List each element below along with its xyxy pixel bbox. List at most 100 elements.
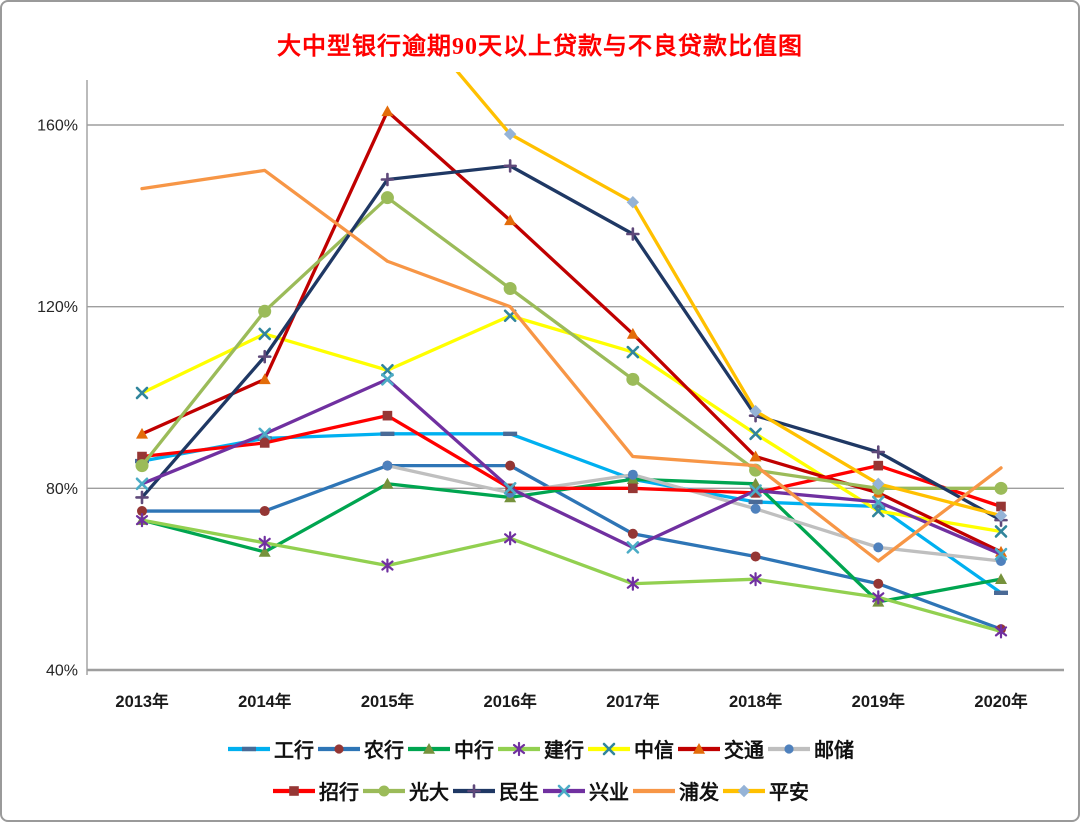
marker-x [602,742,616,755]
series-line-minsheng [140,164,1003,522]
legend-label-pingan: 平安 [769,782,809,804]
x-axis-tick-label: 2018年 [729,691,783,711]
marker-circle [994,481,1008,495]
x-axis-tick-label: 2014年 [238,691,292,711]
marker-circle [505,460,516,471]
marker-circle [626,372,640,386]
marker-triangle [749,450,762,462]
marker-circle [378,785,390,796]
marker-dash [871,504,886,509]
marker-x [871,495,885,509]
legend-swatch-psbc [768,743,810,754]
legend-swatch-spdb [633,788,675,793]
marker-diamond [872,477,885,490]
legend-label-cmb: 招行 [319,782,359,804]
x-axis-tick-label: 2016年 [484,691,538,711]
marker-x [749,484,762,497]
marker-circle [380,191,394,205]
marker-asterisk [872,592,885,603]
legend-label-cib: 兴业 [589,782,629,804]
marker-triangle [258,373,271,385]
legend-item-abc: 农行 [316,734,404,763]
y-axis-tick-label: 80% [46,481,78,498]
legend-label-bocom: 交通 [724,740,764,762]
marker-circle [382,460,393,471]
legend-item-spdb: 浦发 [631,776,719,805]
marker-square [382,410,393,421]
legend-item-bocom: 交通 [676,734,764,763]
marker-circle [135,459,149,473]
marker-circle [627,528,638,539]
marker-x [994,547,1008,561]
x-axis-tick-label: 2013年 [115,691,169,711]
marker-dash [994,590,1008,595]
legend-row-1: 工行 农行 中行 建行 中信 交通 邮储 [2,734,1078,763]
legend-swatch-ccb [498,741,540,756]
x-axis-tick-label: 2015年 [361,691,415,711]
marker-circle [784,743,794,754]
marker-x [503,482,517,495]
series-line-abc [140,463,1003,631]
y-axis-tick-label: 40% [46,663,78,680]
series-group [135,72,1008,639]
legend-item-psbc: 邮储 [766,734,854,763]
marker-x [381,363,394,377]
marker-triangle [258,545,271,557]
legend-item-ceb: 光大 [361,776,449,805]
marker-asterisk [749,574,762,585]
marker-square [996,501,1006,512]
marker-x [749,427,762,441]
x-axis-tick-label: 2017年 [606,691,660,711]
marker-dash [503,431,518,437]
marker-triangle [136,427,148,439]
legend-label-psbc: 邮储 [814,740,854,762]
legend-swatch-bocom [678,742,720,754]
marker-x [135,386,149,400]
marker-square [137,451,147,462]
marker-triangle [995,573,1007,584]
marker-diamond [626,196,640,209]
x-axis-tick-label: 2020年 [974,691,1028,711]
legend-label-abc: 农行 [364,740,404,762]
legend-item-minsheng: 民生 [451,776,539,805]
marker-square [750,488,761,498]
marker-asterisk [512,743,526,754]
series-line-cib [140,377,1003,556]
series-line-pingan [455,72,1003,518]
legend-label-ceb: 光大 [409,782,449,804]
legend-swatch-ceb [363,785,405,796]
series-spdb [140,168,1003,563]
marker-circle [137,506,147,517]
marker-square [289,785,299,796]
marker-dash [242,746,256,751]
legend-item-cmb: 招行 [271,776,359,805]
series-line-ccb [140,518,1003,634]
legend-swatch-minsheng [453,783,495,798]
legend-swatch-citic [588,742,630,755]
marker-circle [503,282,517,295]
marker-x [135,477,149,491]
marker-dash [380,431,395,437]
legend-swatch-abc [318,743,360,754]
marker-x [258,427,272,441]
marker-x [626,345,640,359]
legend-item-citic: 中信 [586,734,674,763]
marker-x [994,525,1008,538]
marker-diamond [749,404,762,418]
legend-label-minsheng: 民生 [499,782,539,804]
marker-asterisk [994,626,1008,637]
marker-circle [259,506,270,517]
legend-item-icbc: 工行 [226,734,314,763]
marker-triangle [381,105,394,117]
legend-row-2: 招行 光大 民生 兴业 浦发 平安 [2,776,1078,805]
marker-asterisk [504,533,517,544]
marker-dash [748,499,763,505]
marker-circle [873,542,884,553]
marker-circle [627,469,638,480]
legend-label-icbc: 工行 [274,740,314,762]
series-pingan [455,72,1008,522]
series-line-icbc [140,432,1003,595]
marker-triangle [504,214,517,226]
legend-swatch-icbc [228,746,270,751]
